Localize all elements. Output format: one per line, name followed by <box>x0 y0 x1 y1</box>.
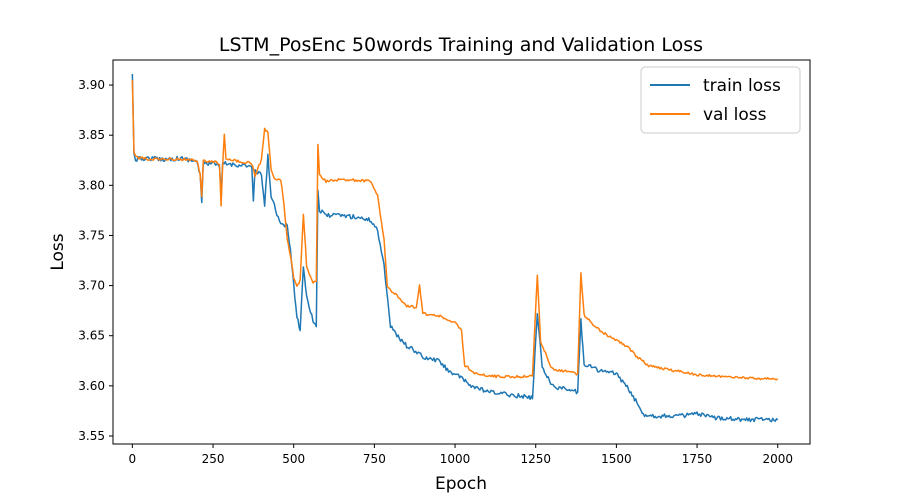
x-axis-label: Epoch <box>435 474 487 494</box>
series-line-train-loss <box>131 74 779 423</box>
legend-label-train: train loss <box>703 76 781 96</box>
x-tick-label: 1000 <box>440 452 471 466</box>
x-tick-label: 750 <box>363 452 386 466</box>
y-tick-label: 3.75 <box>78 228 105 242</box>
chart-title: LSTM_PosEnc 50words Training and Validat… <box>219 34 703 56</box>
legend-box <box>640 66 801 134</box>
y-tick-label: 3.65 <box>78 329 105 343</box>
x-axis: 0 250 500 750 1000 1250 1500 1750 2000 <box>129 444 793 466</box>
plot-area <box>112 59 811 445</box>
y-tick-label: 3.55 <box>78 429 105 443</box>
y-tick-label: 3.70 <box>78 279 105 293</box>
x-tick-label: 500 <box>282 452 305 466</box>
plot-frame <box>112 59 811 445</box>
legend: train loss val loss <box>640 66 801 134</box>
y-tick-label: 3.60 <box>78 379 105 393</box>
x-tick-label: 250 <box>202 452 225 466</box>
x-tick-label: 1250 <box>520 452 551 466</box>
legend-label-val: val loss <box>703 105 767 125</box>
series-line-val-loss <box>131 80 779 381</box>
y-tick-label: 3.85 <box>78 128 105 142</box>
x-tick-label: 1750 <box>682 452 713 466</box>
y-axis-label: Loss <box>48 233 68 270</box>
series-layer <box>131 74 779 423</box>
y-tick-label: 3.90 <box>78 78 105 92</box>
x-tick-label: 2000 <box>762 452 793 466</box>
y-axis: 3.55 3.60 3.65 3.70 3.75 3.80 3.85 3.90 <box>78 78 113 443</box>
x-tick-label: 0 <box>129 452 137 466</box>
x-tick-label: 1500 <box>601 452 632 466</box>
y-tick-label: 3.80 <box>78 178 105 192</box>
